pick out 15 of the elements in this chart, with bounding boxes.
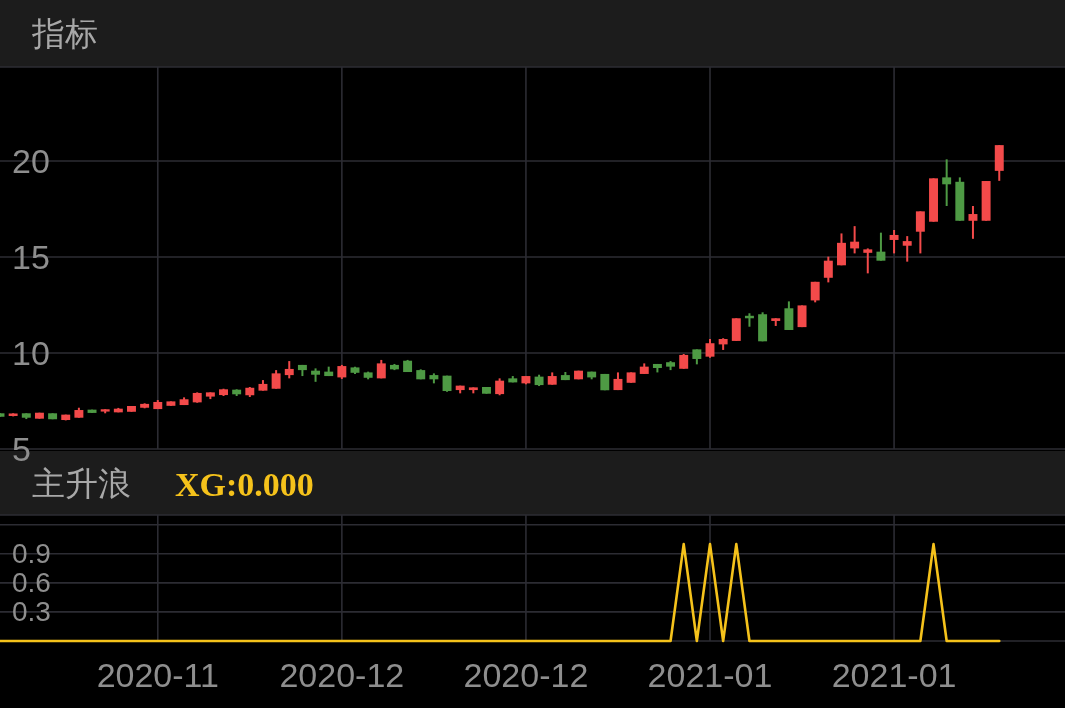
y-tick-label: 15 bbox=[12, 238, 50, 277]
x-tick-label: 2020-12 bbox=[463, 656, 589, 694]
y-tick-label: 5 bbox=[12, 430, 31, 468]
y-tick-label: 10 bbox=[12, 334, 50, 372]
legend: XG:0.000 bbox=[175, 465, 314, 503]
x-tick-label: 2021-01 bbox=[831, 656, 957, 694]
y-tick-label: 0.3 bbox=[12, 596, 51, 628]
title: 指标 bbox=[32, 15, 98, 52]
x-tick-label: 2020-12 bbox=[279, 656, 405, 694]
y-tick-label: 20 bbox=[12, 142, 50, 181]
x-tick-label: 2021-01 bbox=[647, 656, 773, 694]
y-tick-label: 0.9 bbox=[12, 538, 51, 570]
y-tick-label: 0.6 bbox=[12, 567, 51, 599]
x-tick-label: 2020-11 bbox=[96, 656, 219, 694]
title: 主升浪 bbox=[32, 464, 131, 502]
